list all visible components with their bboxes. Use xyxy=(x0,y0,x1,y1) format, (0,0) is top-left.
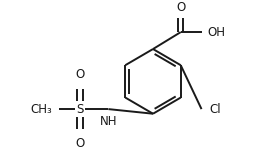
Text: O: O xyxy=(75,68,84,81)
Text: O: O xyxy=(176,1,185,14)
Text: O: O xyxy=(75,137,84,150)
Text: CH₃: CH₃ xyxy=(30,103,52,116)
Text: S: S xyxy=(76,103,83,116)
Text: NH: NH xyxy=(100,115,117,128)
Text: OH: OH xyxy=(208,26,226,39)
Text: Cl: Cl xyxy=(209,103,221,116)
